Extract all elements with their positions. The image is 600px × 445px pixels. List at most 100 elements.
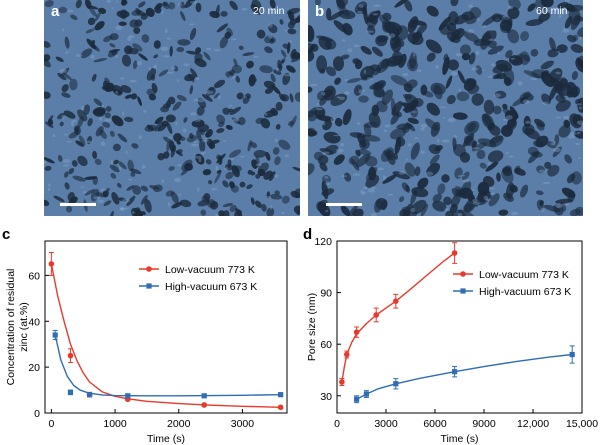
sem-ligament (99, 116, 103, 121)
sem-pore (148, 93, 157, 101)
sem-pore (235, 75, 240, 83)
legend: Low-vacuum 773 K High-vacuum 673 K (139, 264, 257, 293)
sem-ligament (136, 61, 143, 66)
sem-pore (94, 12, 101, 22)
sem-pore (555, 198, 573, 204)
sem-ligament (321, 91, 326, 96)
sem-ligament (182, 128, 187, 133)
sem-ligament (193, 98, 199, 102)
sem-pore (506, 182, 515, 199)
sem-pore (220, 10, 228, 17)
sem-pore (64, 182, 70, 190)
sem-pore (433, 84, 443, 100)
sem-pore (266, 191, 270, 199)
sem-pore (177, 39, 191, 46)
sem-pore (321, 180, 329, 200)
sem-pore (291, 51, 300, 60)
sem-pore (205, 132, 210, 138)
sem-ligament (330, 117, 336, 123)
fit-line (356, 353, 573, 400)
sem-pore (426, 52, 436, 62)
sem-pore (432, 200, 447, 212)
sem-ligament (402, 73, 409, 77)
sem-ligament (472, 202, 480, 205)
y-axis-label-line: Concentration of residual (5, 269, 17, 386)
sem-ligament (281, 57, 285, 60)
sem-ligament (366, 30, 374, 33)
sem-pore (406, 79, 418, 89)
sem-pore (405, 184, 410, 193)
sem-pore (525, 19, 544, 27)
sem-ligament (189, 0, 198, 4)
sem-pore (452, 112, 468, 120)
sem-pore (275, 101, 283, 111)
sem-pore (487, 150, 504, 163)
sem-pore (536, 122, 545, 131)
sem-ligament (563, 115, 570, 120)
sem-pore (44, 91, 51, 99)
sem-pore (130, 93, 138, 100)
sem-ligament (90, 54, 95, 59)
sem-pore (250, 141, 257, 149)
sem-pore (382, 174, 397, 184)
legend-label: High-vacuum 673 K (479, 286, 571, 298)
sem-ligament (570, 132, 577, 136)
sem-pore (425, 118, 440, 132)
sem-pore (168, 2, 176, 10)
sem-pore (248, 75, 257, 83)
sem-ligament (171, 66, 176, 70)
sem-ligament (128, 178, 133, 181)
sem-pore (84, 189, 95, 196)
sem-pore (527, 3, 536, 12)
sem-pore (410, 190, 417, 205)
plot-frame (44, 240, 288, 414)
sem-pore (463, 31, 480, 43)
sem-pore (483, 99, 495, 115)
sem-pore (310, 43, 319, 52)
sem-pore (282, 72, 291, 86)
sem-pore (325, 66, 337, 77)
data-point (48, 261, 55, 267)
sem-ligament (228, 104, 233, 107)
sem-pore (313, 151, 324, 161)
sem-pore (269, 194, 283, 200)
sem-ligament (81, 106, 85, 111)
legend-label: Low-vacuum 773 K (165, 264, 255, 276)
sem-ligament (176, 79, 180, 82)
sem-ligament (152, 64, 158, 70)
sem-pore (246, 60, 254, 69)
sem-ligament (116, 0, 119, 3)
sem-ligament (75, 54, 83, 57)
sem-pore (87, 17, 96, 26)
sem-pore (154, 121, 164, 132)
sem-pore (429, 154, 440, 165)
sem-pore (293, 205, 300, 214)
sem-ligament (322, 122, 326, 126)
sem-pore (197, 199, 211, 207)
sem-pore (561, 187, 576, 199)
sem-pore (170, 145, 177, 158)
sem-ligament (309, 83, 318, 87)
sem-ligament (215, 213, 218, 216)
sem-pore (289, 93, 294, 103)
sem-pore (268, 171, 276, 181)
sem-pore (61, 84, 69, 93)
sem-pore (362, 134, 381, 142)
sem-pore (57, 112, 65, 120)
sem-pore (348, 205, 358, 216)
sem-ligament (343, 91, 350, 96)
sem-pore (457, 70, 466, 84)
sem-ligament (538, 169, 546, 173)
data-point (344, 351, 350, 358)
sem-ligament (413, 52, 416, 57)
sem-ligament (268, 35, 273, 39)
sem-ligament (178, 193, 181, 197)
sem-ligament (525, 120, 531, 124)
sem-pore (57, 154, 63, 162)
sem-pore (374, 198, 383, 213)
sem-ligament (383, 175, 387, 181)
sem-ligament (488, 28, 496, 31)
x-tick-label: 1000 (103, 418, 127, 430)
panel-label-c: c (2, 226, 11, 243)
sem-pore (308, 127, 316, 137)
